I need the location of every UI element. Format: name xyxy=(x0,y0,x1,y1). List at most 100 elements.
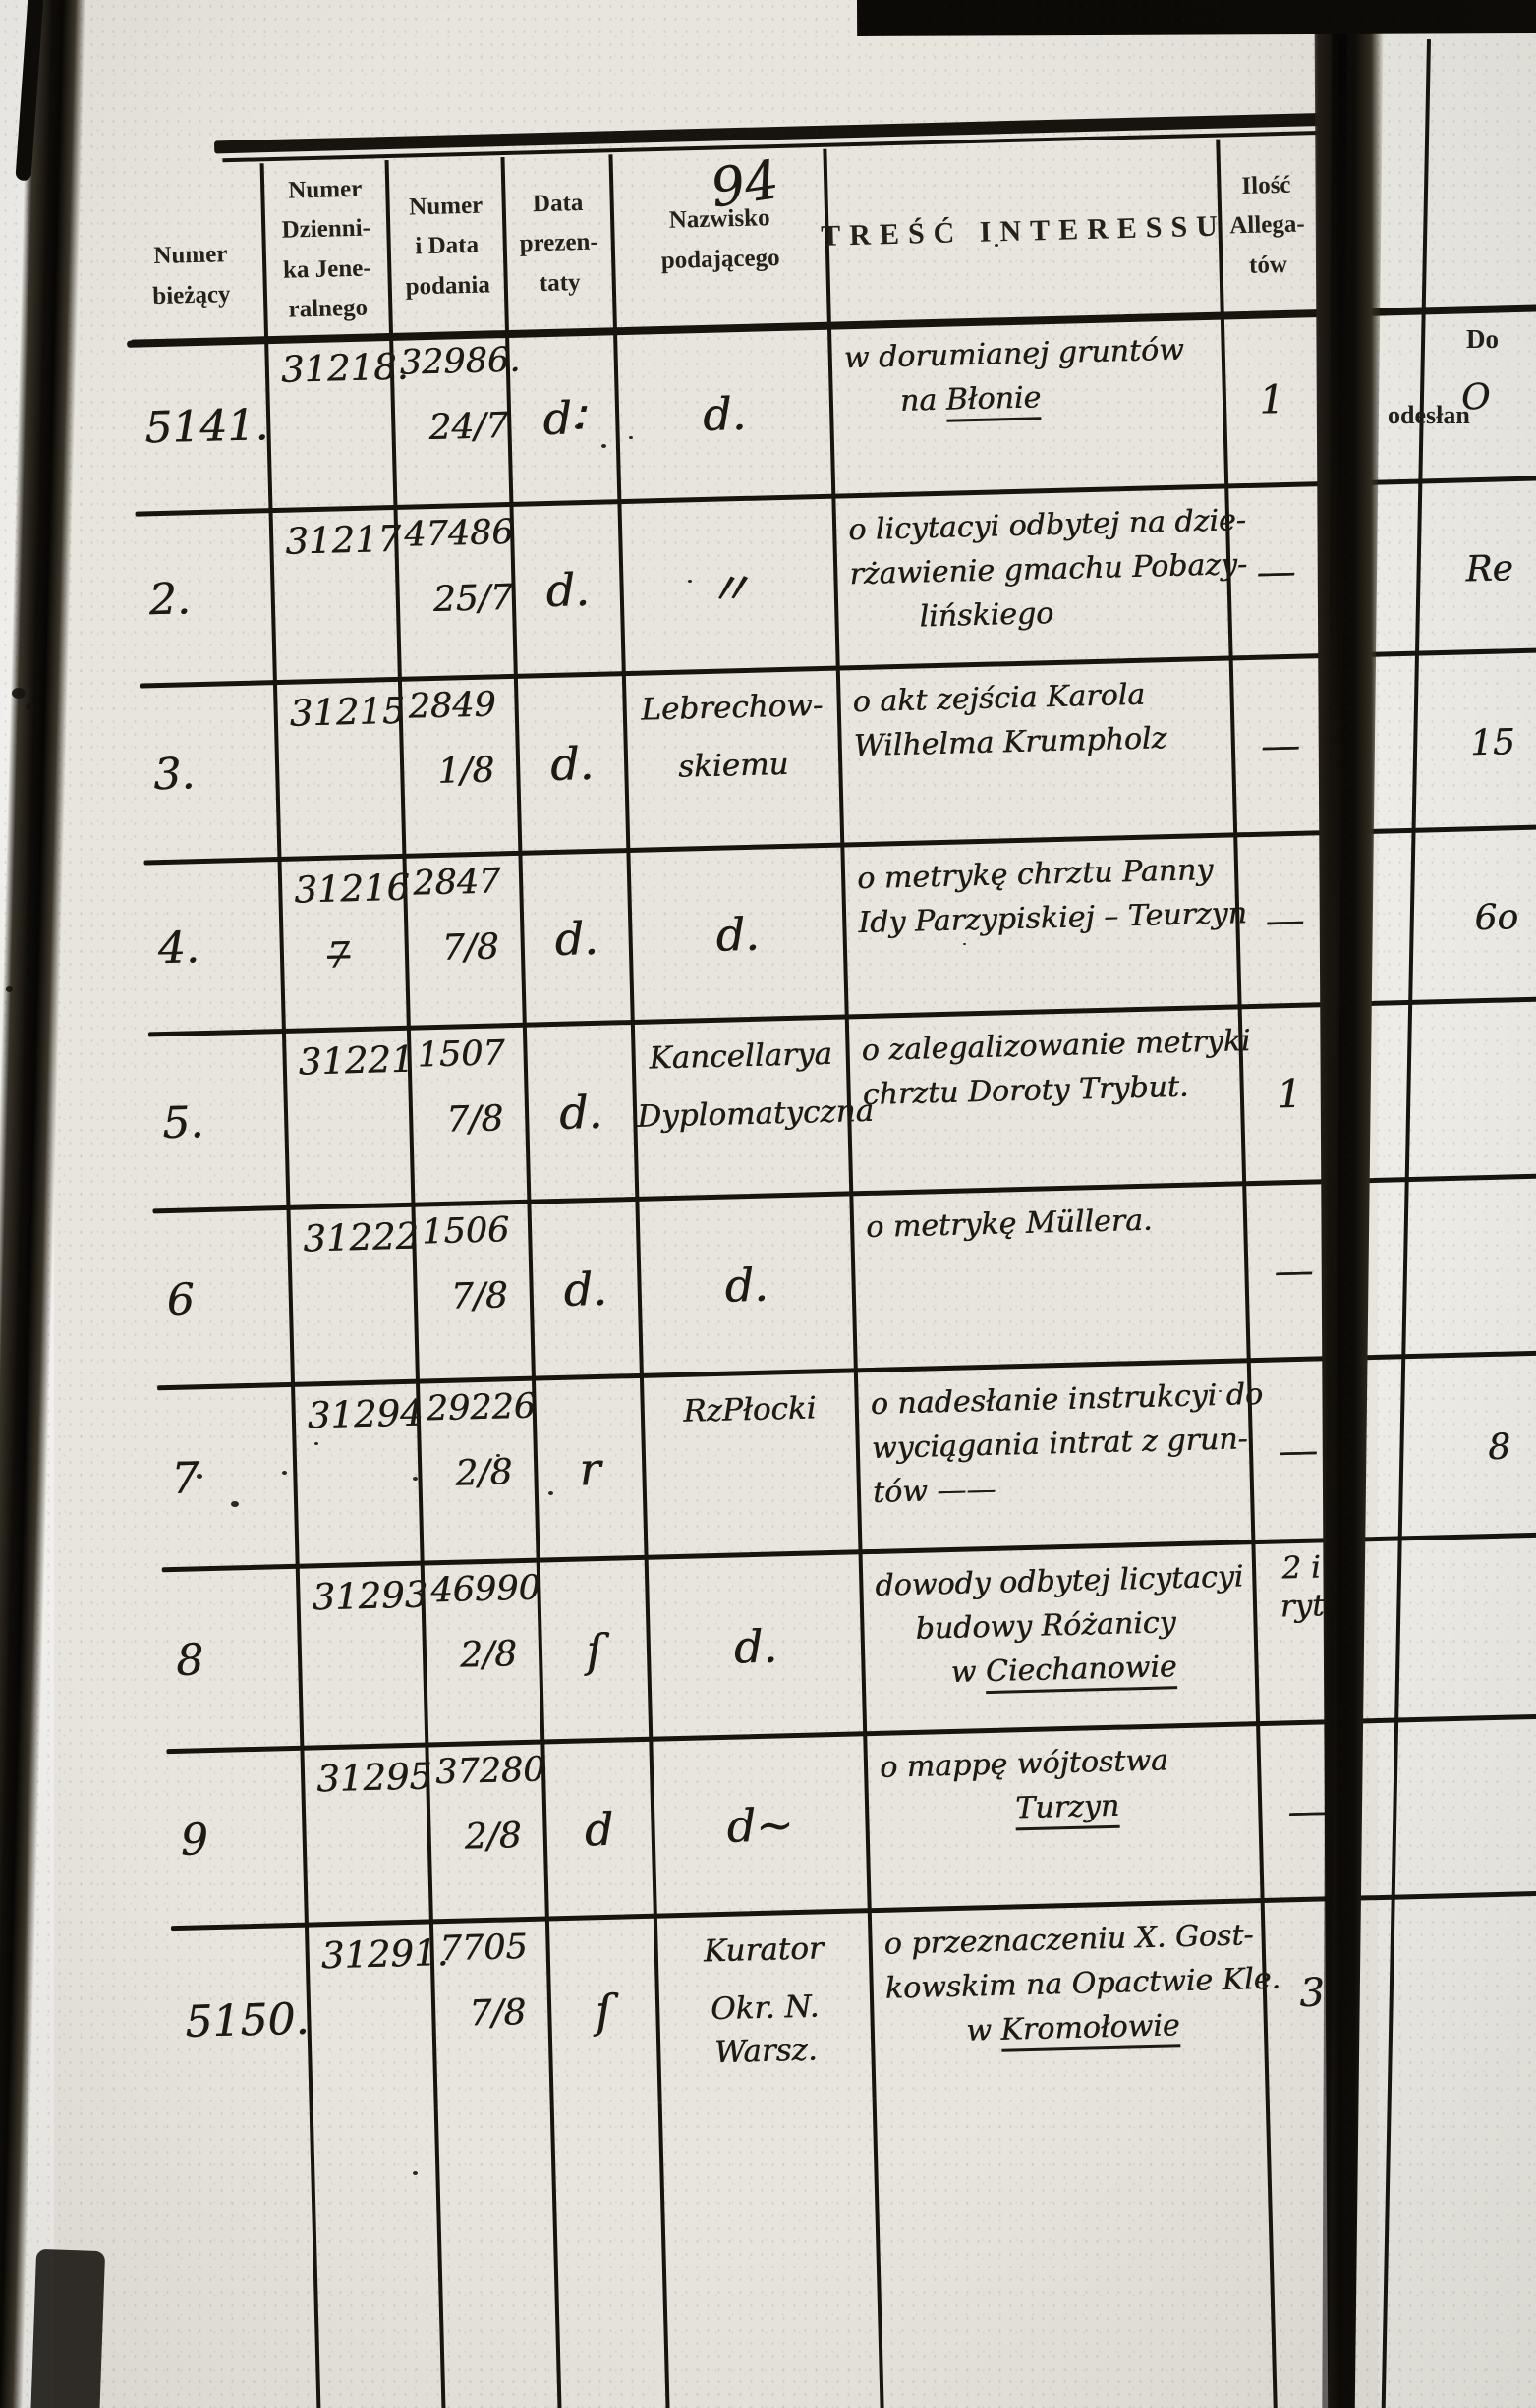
cell-numer-i-data-podania: 32986. 24/7 xyxy=(393,332,521,508)
cell-ilosc-allegatow: — xyxy=(1233,656,1329,835)
cell-data-prezentaty: d. xyxy=(526,1022,640,1203)
podanie-data-value: 7/8 xyxy=(450,1275,509,1317)
cell-numer-i-data-podania: 2849 1/8 xyxy=(401,676,523,857)
podanie-data-value: 7/8 xyxy=(445,1098,504,1141)
cell-nazwisko-podajacego: Kurator Okr. N. Warsz. xyxy=(656,1911,877,2103)
table-row: 5. 31221 1507 7/8 d. Kancellarya Dyplomatyczna… xyxy=(138,1004,1361,1212)
tresc-line: w Kromołowie xyxy=(885,2001,1260,2055)
ink-speck xyxy=(688,580,692,584)
podanie-data-value: 25/7 xyxy=(432,577,514,620)
header-numer-biezacy: Numer bieżący xyxy=(116,163,269,343)
nazwisko-line: Kancellarya xyxy=(649,1036,833,1077)
podanie-data-value: 1/8 xyxy=(436,750,495,792)
cell-data-prezentaty: d∶ xyxy=(509,330,622,505)
cell-tresc-interessu: o przeznaczeniu X. Gost-kowskim na Opact… xyxy=(871,1901,1280,2099)
cell-tresc-interessu: o mappę wójtostwa Turzyn xyxy=(867,1724,1265,1912)
podanie-numer-value: 7705 xyxy=(439,1928,529,1970)
cell-numer-biezacy: 3. xyxy=(129,683,282,864)
numer-biezacy-value: 8 xyxy=(175,1635,204,1686)
cell-ilosc-allegatow: — xyxy=(1237,833,1332,1007)
cell-data-prezentaty: d. xyxy=(522,850,635,1026)
ink-speck xyxy=(496,1454,500,1458)
table-row: 9 31295 37280 2/8 d d~ o mappę wójtostwa Turzyn… xyxy=(156,1721,1379,1930)
table-row: 3. 31215 2849 1/8 d. Lebrechow-skiemu o akt ze… xyxy=(129,655,1515,864)
cell-nazwisko-podajacego: d. xyxy=(616,324,836,503)
ilosc-value: 1 xyxy=(1276,1071,1303,1118)
cell-nazwisko-podajacego: d. xyxy=(630,845,849,1023)
ink-speck xyxy=(197,1474,202,1479)
nazwisko-line: Kurator xyxy=(703,1931,825,1970)
ilosc-value: — xyxy=(1278,1427,1319,1474)
cell-data-prezentaty: d. xyxy=(531,1199,644,1379)
cell-numer-biezacy: 5150. xyxy=(161,1925,313,2116)
ilosc-value: — xyxy=(1255,548,1296,595)
prezentata-ditto-mark: d. xyxy=(562,1261,608,1316)
cell-numer-biezacy: 4. xyxy=(134,859,286,1036)
underlined-place-name: Błonie xyxy=(945,380,1042,422)
numer-dziennika-value: 31217 xyxy=(284,517,402,563)
numer-biezacy-value: 9 xyxy=(180,1814,209,1866)
ink-speck xyxy=(413,1477,418,1481)
cell-numer-i-data-podania: 1507 7/8 xyxy=(410,1025,532,1205)
cell-numer-i-data-podania: 47486 25/7 xyxy=(397,504,518,680)
ink-speck xyxy=(231,1501,239,1508)
cell-ilosc-allegatow: — xyxy=(1228,484,1323,658)
prezentata-ditto-mark: d∶ xyxy=(541,390,585,445)
facing-page-header-do: Do xyxy=(1466,324,1499,354)
podanie-data-value: 7/8 xyxy=(468,1992,527,2035)
cell-data-prezentaty: d. xyxy=(513,502,626,677)
numer-dziennika-value: 31291. xyxy=(320,1932,449,1978)
cell-numer-i-data-podania: 46990 2/8 xyxy=(424,1560,545,1746)
prezentata-ditto-mark: d. xyxy=(544,562,591,617)
ilosc-value: 3 xyxy=(1298,1970,1326,2017)
table-row: 5150. 31291. 7705 7/8 ſ Kurator Okr. N. Warsz.… xyxy=(161,1898,1384,2116)
cell-numer-dziennika: 31215 xyxy=(276,679,407,860)
cell-tresc-interessu: o metrykę chrztu Panny Idy Parzypiskiej –… xyxy=(844,835,1248,1018)
cell-tresc-interessu: o nadesłanie instrukcyi do wyciągania int… xyxy=(857,1361,1263,1553)
header-ilosc-allegatow: Ilość Allega- tów xyxy=(1228,171,1305,279)
prezentata-ditto-mark: d. xyxy=(553,911,599,966)
numer-dziennika-value: 31216 xyxy=(293,866,411,912)
numer-dziennika-value: 31215 xyxy=(289,689,406,735)
ilosc-value: — xyxy=(1264,897,1305,944)
table-row: 8 31293 46990 2/8 ſ d. dowody odbytej licytacy… xyxy=(151,1540,1375,1753)
table-header-row: Numer bieżący Numer Dzienni- ka Jene- ra… xyxy=(116,137,1339,343)
scan-top-edge xyxy=(857,0,1536,36)
cell-numer-biezacy: 7 xyxy=(147,1384,300,1571)
nazwisko-line: skiemu xyxy=(677,747,789,786)
numer-biezacy-value: 5141. xyxy=(143,400,269,454)
cell-numer-dziennika: 31294 xyxy=(295,1381,425,1567)
empty-rows-section xyxy=(165,2085,1394,2408)
numer-dziennika-value: 31222 xyxy=(302,1214,420,1260)
cell-nazwisko-podajacego: d~ xyxy=(653,1734,872,1917)
podanie-data-value: 24/7 xyxy=(427,405,509,449)
cell-ilosc-allegatow: 1 xyxy=(1224,312,1319,486)
ilosc-value: — xyxy=(1260,722,1301,769)
prezentata-ditto-mark: d. xyxy=(558,1085,603,1140)
underlined-place-name: Kromołowie xyxy=(999,2008,1181,2052)
ink-speck xyxy=(6,986,13,992)
tresc-line: Idy Parzypiskiej – Teurzyn xyxy=(857,896,1248,941)
ink-speck xyxy=(601,444,606,448)
facing-page-text-fragment: 8 xyxy=(1487,1427,1511,1469)
facing-page-text-fragment: 15 xyxy=(1469,722,1516,764)
cell-numer-dziennika: 31293 xyxy=(299,1563,429,1749)
ink-speck xyxy=(1219,1390,1222,1393)
nazwisko-ditto-mark: d. xyxy=(733,1618,778,1674)
cell-numer-biezacy: 9 xyxy=(156,1748,309,1930)
numer-dziennika-value: 31294 xyxy=(307,1391,425,1437)
cell-tresc-interessu: o akt zejścia Karola Wilhelma Krumpholz xyxy=(839,658,1238,846)
nazwisko-ditto-mark: d. xyxy=(723,1258,769,1313)
ink-speck xyxy=(575,424,581,429)
header-data-prezentaty: Data prezen- taty xyxy=(504,154,617,333)
table-row: 4. 31216 7 2847 7/8 d. d. o metrykę chrztu Pann… xyxy=(134,832,1518,1036)
numer-dziennika-value: 31221 xyxy=(298,1037,415,1084)
header-numer-dziennika: Numer Dzienni- ka Jene- ralnego xyxy=(263,159,394,340)
empty-cell xyxy=(165,2111,324,2408)
cell-numer-biezacy: 2. xyxy=(125,511,277,687)
ink-speck xyxy=(26,703,34,711)
tresc-line: Wilhelma Krumpholz xyxy=(853,721,1167,764)
table-row: 2. 31217 47486 25/7 d. 〃 o licytacyi odbytej n… xyxy=(125,484,1513,687)
nazwisko-line: Lebrechow- xyxy=(640,687,824,728)
